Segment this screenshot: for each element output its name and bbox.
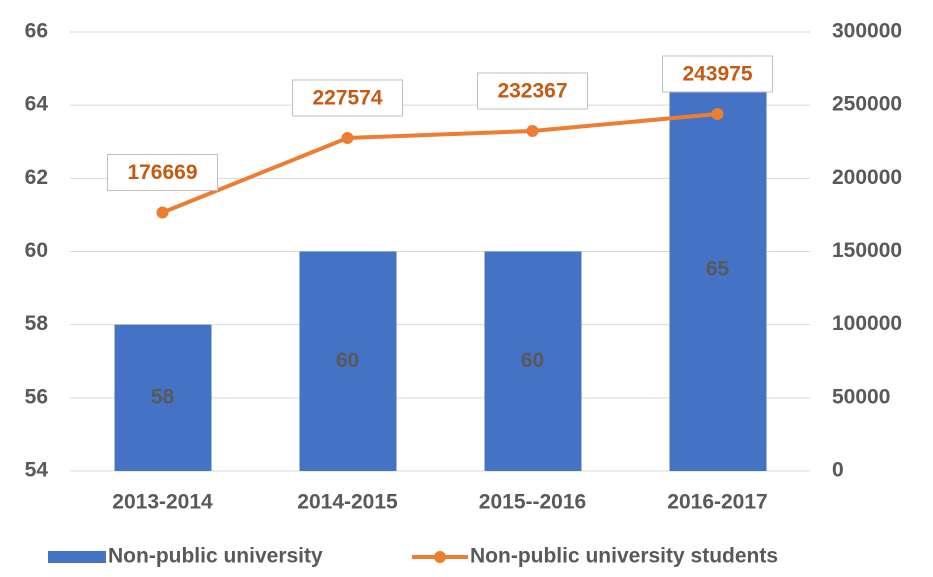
bar-label: 60 xyxy=(336,349,359,372)
bar xyxy=(669,68,767,471)
x-tick-label: 2016-2017 xyxy=(667,491,767,514)
y-tick-label: 58 xyxy=(25,312,49,335)
line-marker xyxy=(156,206,169,219)
legend-swatch xyxy=(434,551,446,563)
y-tick-label: 60 xyxy=(25,239,48,262)
y2-tick-label: 150000 xyxy=(832,239,902,262)
legend-label: Non-public university xyxy=(108,545,323,568)
y-tick-label: 66 xyxy=(25,20,48,43)
y2-tick-label: 300000 xyxy=(832,20,902,43)
y-tick-label: 64 xyxy=(25,93,49,116)
y-tick-label: 62 xyxy=(25,166,48,189)
bar xyxy=(299,251,397,471)
bar xyxy=(484,251,582,471)
line-marker xyxy=(711,107,724,120)
bar-label: 65 xyxy=(706,257,730,280)
data-label-box xyxy=(662,55,773,93)
legend-swatch xyxy=(48,551,106,563)
data-label-box xyxy=(477,72,588,110)
line xyxy=(161,111,718,215)
x-tick-label: 2014-2015 xyxy=(297,491,398,514)
data-label: 232367 xyxy=(497,80,567,103)
x-tick-label: 2015--2016 xyxy=(479,491,586,514)
bar xyxy=(114,324,212,471)
data-label: 243975 xyxy=(682,63,752,86)
data-label: 176669 xyxy=(127,161,197,184)
line-marker xyxy=(526,124,539,137)
y-tick-label: 56 xyxy=(25,385,48,408)
y-tick-label: 54 xyxy=(25,459,49,482)
data-label: 227574 xyxy=(312,87,382,110)
x-tick-label: 2013-2014 xyxy=(112,491,213,514)
data-label-box xyxy=(107,153,218,191)
y2-tick-label: 250000 xyxy=(832,93,902,116)
data-label-box xyxy=(292,79,403,117)
y2-tick-label: 0 xyxy=(832,459,844,482)
y2-tick-label: 100000 xyxy=(832,312,902,335)
bar-label: 58 xyxy=(151,385,175,408)
y2-tick-label: 50000 xyxy=(832,385,890,408)
y2-tick-label: 200000 xyxy=(832,166,902,189)
bar-label: 60 xyxy=(521,349,544,372)
legend-label: Non-public university students xyxy=(470,545,778,568)
line-marker xyxy=(341,131,354,144)
